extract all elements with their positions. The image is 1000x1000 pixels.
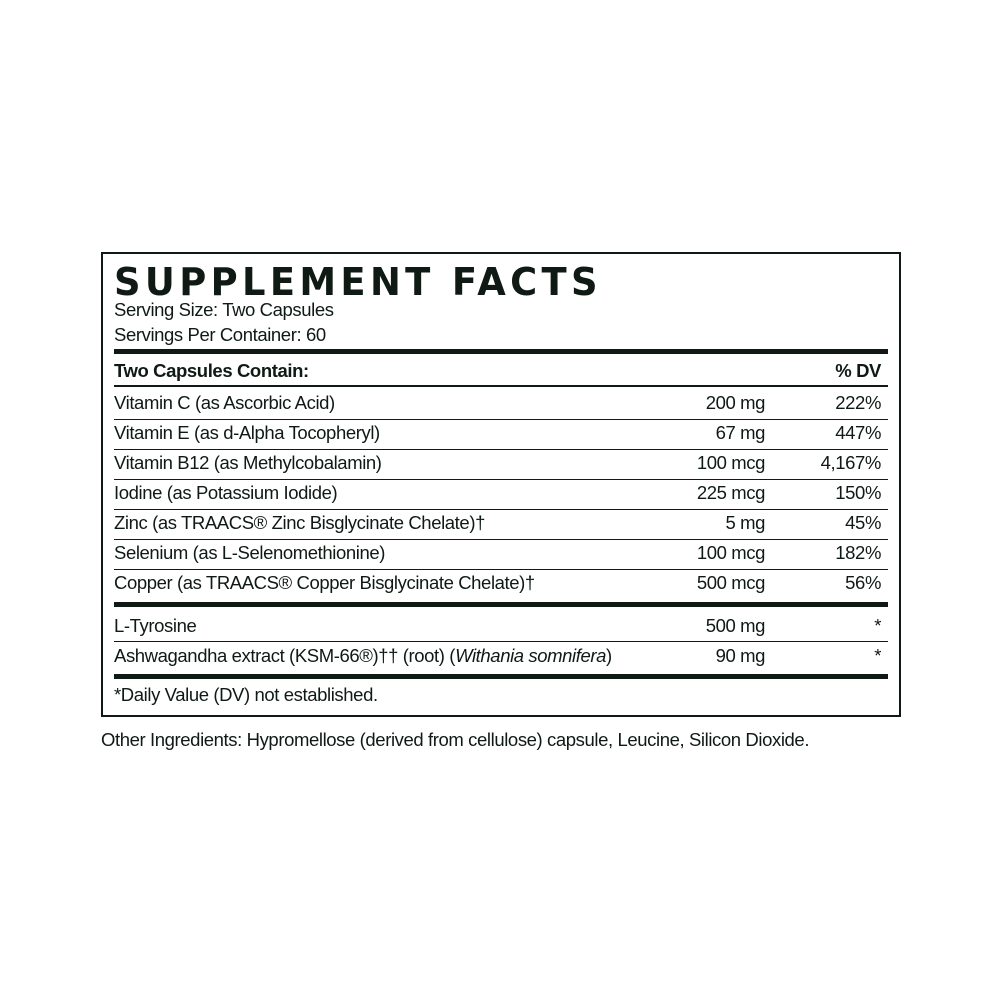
ingredient-dv: 150% (835, 482, 881, 503)
ingredient-name: Selenium (as L-Selenomethionine) (114, 542, 386, 563)
row-divider (114, 539, 888, 540)
ingredient-name: Vitamin E (as d-Alpha Tocopheryl) (114, 422, 380, 443)
ingredient-name: Vitamin B12 (as Methylcobalamin) (114, 452, 382, 473)
ingredient-amount: 500 mg (705, 615, 766, 636)
ingredient-amount: 100 mcg (696, 542, 766, 563)
ingredient-name: Iodine (as Potassium Iodide) (114, 482, 338, 503)
other-ingredients: Other Ingredients: Hypromellose (derived… (101, 729, 810, 750)
ingredient-dv: * (874, 615, 881, 636)
ingredient-amount: 90 mg (715, 645, 766, 666)
ingredient-amount: 500 mcg (696, 572, 766, 593)
ingredient-dv: 4,167% (820, 452, 882, 473)
row-divider (114, 419, 888, 420)
divider (114, 602, 888, 607)
ingredient-amount: 200 mg (705, 392, 766, 413)
table-row: Vitamin E (as d-Alpha Tocopheryl) 67 mg … (114, 421, 888, 445)
panel-title: SUPPLEMENT FACTS (114, 260, 602, 304)
table-row: Zinc (as TRAACS® Zinc Bisglycinate Chela… (114, 511, 888, 535)
divider (114, 674, 888, 679)
row-divider (114, 509, 888, 510)
divider (114, 385, 888, 387)
divider (114, 641, 888, 642)
servings-per-container: Servings Per Container: 60 (114, 324, 326, 345)
table-row: L-Tyrosine 500 mg * (114, 614, 888, 638)
ingredient-name: L-Tyrosine (114, 615, 197, 636)
footnote: *Daily Value (DV) not established. (114, 684, 378, 705)
row-divider (114, 569, 888, 570)
ingredient-dv: * (874, 645, 881, 666)
ingredient-dv: 222% (835, 392, 881, 413)
serving-size: Serving Size: Two Capsules (114, 299, 334, 320)
table-row: Iodine (as Potassium Iodide) 225 mcg 150… (114, 481, 888, 505)
ingredient-amount: 67 mg (715, 422, 766, 443)
ingredient-amount: 225 mcg (696, 482, 766, 503)
ingredient-name: Vitamin C (as Ascorbic Acid) (114, 392, 335, 413)
ingredient-dv: 182% (835, 542, 881, 563)
ingredient-name: Zinc (as TRAACS® Zinc Bisglycinate Chela… (114, 512, 485, 533)
ingredient-name: Ashwagandha extract (KSM-66®)†† (root) (… (114, 645, 612, 666)
contains-label: Two Capsules Contain: (114, 360, 309, 381)
row-divider (114, 479, 888, 480)
row-divider (114, 449, 888, 450)
ingredient-dv: 45% (845, 512, 881, 533)
table-row: Vitamin B12 (as Methylcobalamin) 100 mcg… (114, 451, 888, 475)
ingredient-dv: 56% (845, 572, 881, 593)
divider (114, 349, 888, 354)
ingredient-dv: 447% (835, 422, 881, 443)
table-row: Ashwagandha extract (KSM-66®)†† (root) (… (114, 644, 888, 668)
supplement-facts-panel: SUPPLEMENT FACTS Serving Size: Two Capsu… (101, 252, 901, 717)
table-row: Selenium (as L-Selenomethionine) 100 mcg… (114, 541, 888, 565)
table-row: Vitamin C (as Ascorbic Acid) 200 mg 222% (114, 391, 888, 415)
dv-label: % DV (835, 360, 881, 381)
table-row: Copper (as TRAACS® Copper Bisglycinate C… (114, 571, 888, 595)
ingredient-name: Copper (as TRAACS® Copper Bisglycinate C… (114, 572, 535, 593)
ingredient-amount: 100 mcg (696, 452, 766, 473)
ingredient-amount: 5 mg (725, 512, 765, 533)
table-header: Two Capsules Contain: % DV (114, 359, 888, 383)
